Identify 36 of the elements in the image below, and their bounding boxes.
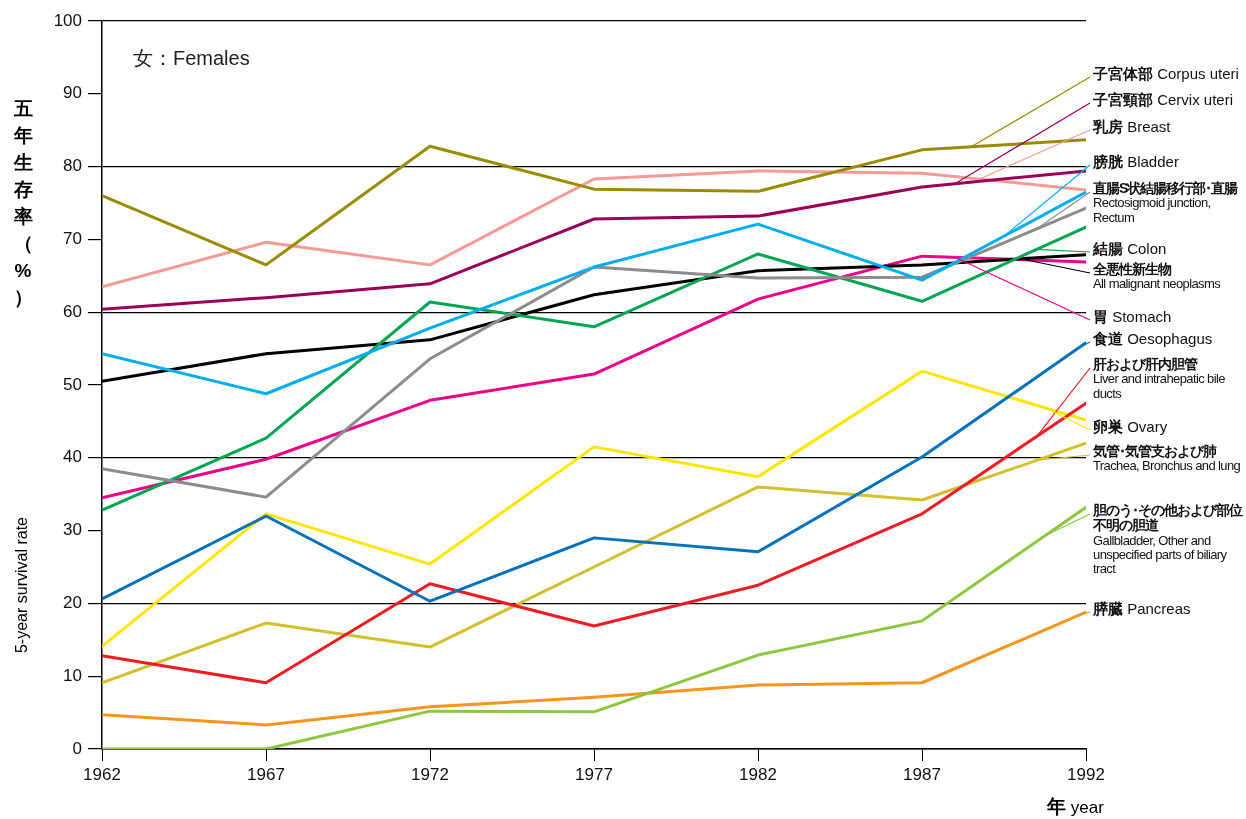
x-axis-title: 年 year <box>1047 795 1104 819</box>
y-tick-label: 100 <box>53 10 82 30</box>
y-tick-label: 60 <box>63 301 82 321</box>
text: 女：Females <box>133 46 250 71</box>
x-tick-label: 1992 <box>1067 764 1105 784</box>
y-tick-label: 80 <box>63 156 82 176</box>
x-tick-label: 1987 <box>903 764 941 784</box>
text: 子宮体部 Corpus uteri <box>1093 65 1240 83</box>
x-tick-label: 1982 <box>739 764 777 784</box>
x-tick-label: 1962 <box>83 764 121 784</box>
y-tick-label: 30 <box>63 520 82 540</box>
y-tick-label: 90 <box>63 83 82 103</box>
series-label: 胆のう･その他および部位不明の胆道 Gallbladder, Other and unspecified parts of biliary tract <box>1093 502 1244 577</box>
series-label: 膵臓 Pancreas <box>1093 600 1192 618</box>
y-tick-label: 20 <box>63 593 82 613</box>
x-tick-label: 1972 <box>411 764 449 784</box>
y-tick-label: 40 <box>63 447 82 467</box>
x-tick-label: 1967 <box>247 764 285 784</box>
text: 5-year survival rate <box>13 516 31 654</box>
y-tick-label: 10 <box>63 665 82 685</box>
y-axis-title: 五年生存率（%） <box>12 97 34 310</box>
legend-label: 卵巣 Ovary <box>1093 418 1169 436</box>
y-tick-label: 0 <box>72 738 82 758</box>
series-label: 膀胱 Bladder <box>1093 153 1180 171</box>
legend-label: 全悪性新生物 All malignant neoplasms <box>1093 261 1222 292</box>
text: 胃 Stomach <box>1093 308 1173 326</box>
text: 子宮頸部 Cervix uteri <box>1093 91 1235 109</box>
series-label: 食道 Oesophagus <box>1093 330 1214 348</box>
y-tick-label: 50 <box>63 374 82 394</box>
series-label: 肝および肝内胆管 Liver and intrahepatic bile ducts <box>1093 356 1226 401</box>
x-tick-label: 1977 <box>575 764 613 784</box>
legend-label: 気管･気管支および肺 Trachea, Bronchus and lung <box>1093 443 1242 474</box>
legend-label: 結腸 Colon <box>1093 240 1168 258</box>
y-tick-label: 70 <box>63 229 82 249</box>
text: 乳房 Breast <box>1093 118 1172 136</box>
series-label: 直腸S状結腸移行部･直腸 Rectosigmoid junction, Rectum <box>1093 180 1239 225</box>
